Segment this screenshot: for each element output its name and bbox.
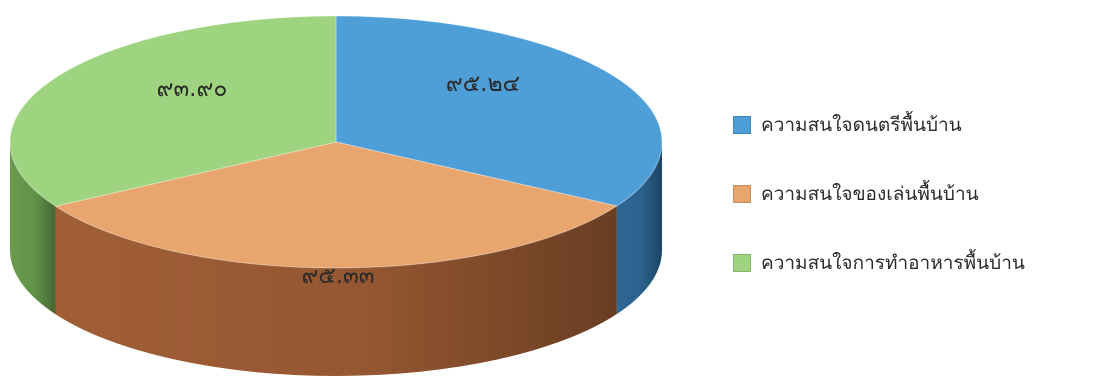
pie-slice-1 — [54, 141, 619, 269]
pie-side-shade-0 — [616, 142, 662, 314]
pie-top — [9, 15, 663, 269]
legend-item-0: ความสนใจดนตรีพื้นบ้าน — [733, 112, 1025, 138]
legend-label: ความสนใจของเล่นพื้นบ้าน — [761, 183, 979, 205]
data-label-0: ๙๕.๒๔ — [446, 71, 520, 97]
pie-sides — [9, 142, 662, 376]
pie-slice-2 — [9, 15, 337, 207]
pie-side-shade-1 — [55, 206, 617, 376]
legend: ความสนใจดนตรีพื้นบ้าน ความสนใจของเล่นพื้… — [733, 112, 1025, 319]
legend-swatch-icon — [733, 254, 751, 272]
legend-swatch-icon — [733, 185, 751, 203]
legend-label: ความสนใจดนตรีพื้นบ้าน — [761, 114, 962, 136]
data-label-1: ๙๓.๙๐ — [157, 76, 228, 102]
legend-swatch-icon — [733, 116, 751, 134]
pie-slice-0 — [335, 15, 663, 207]
legend-label: ความสนใจการทำอาหารพื้นบ้าน — [761, 252, 1025, 274]
legend-item-2: ความสนใจการทำอาหารพื้นบ้าน — [733, 250, 1025, 276]
pie-side-shade-2 — [9, 142, 56, 315]
legend-item-1: ความสนใจของเล่นพื้นบ้าน — [733, 181, 1025, 207]
data-label-2: ๙๕.๓๓ — [301, 263, 374, 289]
